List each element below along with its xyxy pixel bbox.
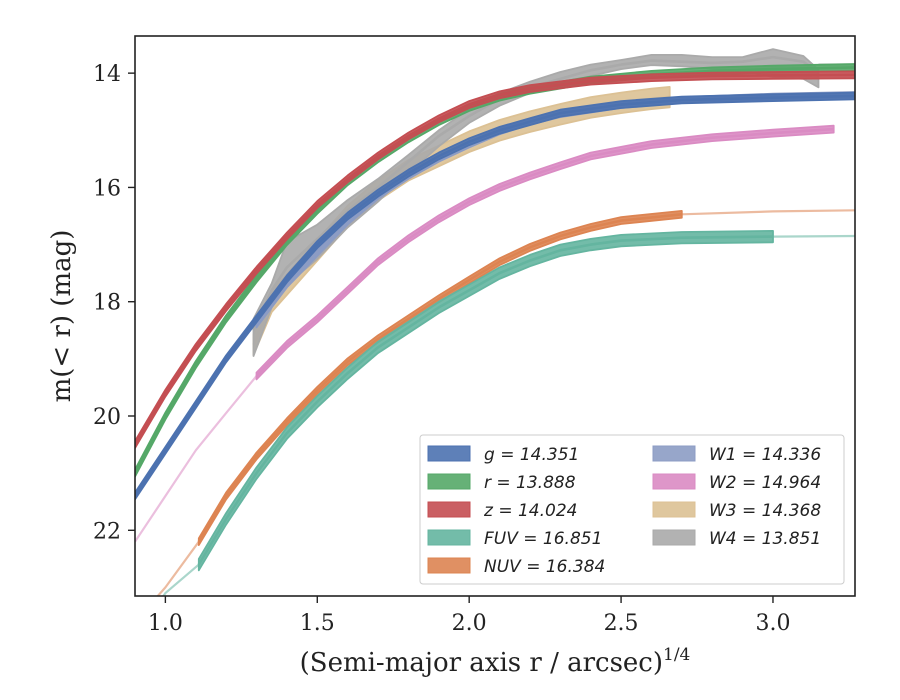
legend-swatch-0 <box>427 445 471 462</box>
y-axis-label: m(< r) (mag) <box>47 230 77 403</box>
series-line <box>255 127 834 377</box>
y-tick-label: 22 <box>93 519 121 544</box>
series-0 <box>135 91 855 501</box>
y-tick-label: 14 <box>93 62 121 87</box>
y-tick-label: 20 <box>93 405 121 430</box>
x-tick-label: 1.5 <box>300 611 335 636</box>
legend-entry-0: g = 14.351 <box>484 445 579 465</box>
legend-swatch-1 <box>427 473 471 490</box>
legend-swatch-4 <box>427 557 471 574</box>
x-axis-label-main: (Semi-major axis r / arcsec) <box>300 648 663 678</box>
legend-swatch-7 <box>652 501 696 518</box>
legend-swatch-2 <box>427 501 471 518</box>
legend: g = 14.351 r = 13.888 z = 14.024 FUV = 16.8… <box>419 434 845 585</box>
legend-entry-2: z = 14.024 <box>483 501 577 521</box>
legend-entry-8: W4 = 13.851 <box>709 529 821 549</box>
series-6 <box>135 124 835 543</box>
series-band <box>135 91 855 501</box>
legend-entry-5: W1 = 14.336 <box>709 445 821 465</box>
y-tick-label: 18 <box>93 291 121 316</box>
y-tick-label: 16 <box>93 176 121 201</box>
series-line <box>197 213 682 543</box>
legend-entry-3: FUV = 16.851 <box>484 529 602 549</box>
series-line <box>197 235 774 566</box>
x-tick-label: 2.0 <box>452 611 487 636</box>
x-axis-ticks: 1.0 1.5 2.0 2.5 3.0 <box>148 596 790 636</box>
x-tick-label: 1.0 <box>148 611 183 636</box>
legend-swatch-8 <box>652 529 696 546</box>
x-axis-label-exponent: 1/4 <box>663 645 690 665</box>
series-3 <box>162 230 855 596</box>
legend-swatch-5 <box>652 445 696 462</box>
series-band <box>197 210 683 546</box>
x-tick-label: 2.5 <box>604 611 639 636</box>
x-tick-label: 3.0 <box>755 611 790 636</box>
x-axis-label: (Semi-major axis r / arcsec)1/4 <box>300 645 691 678</box>
plot-frame <box>134 35 856 597</box>
series-4 <box>156 209 855 596</box>
series-2 <box>135 70 855 449</box>
legend-box <box>419 434 845 585</box>
series-layer <box>135 48 855 596</box>
series-band <box>197 230 774 572</box>
y-axis-ticks: 14 16 18 20 22 <box>93 62 135 544</box>
series-line <box>135 94 855 497</box>
series-band <box>135 70 855 449</box>
legend-swatch-3 <box>427 529 471 546</box>
legend-entry-1: r = 13.888 <box>484 473 576 493</box>
series-band <box>255 124 835 381</box>
legend-swatch-6 <box>652 473 696 490</box>
legend-entry-6: W2 = 14.964 <box>709 473 821 493</box>
series-line <box>135 73 855 446</box>
legend-entry-7: W3 = 14.368 <box>709 501 821 521</box>
legend-entry-4: NUV = 16.384 <box>484 557 605 577</box>
